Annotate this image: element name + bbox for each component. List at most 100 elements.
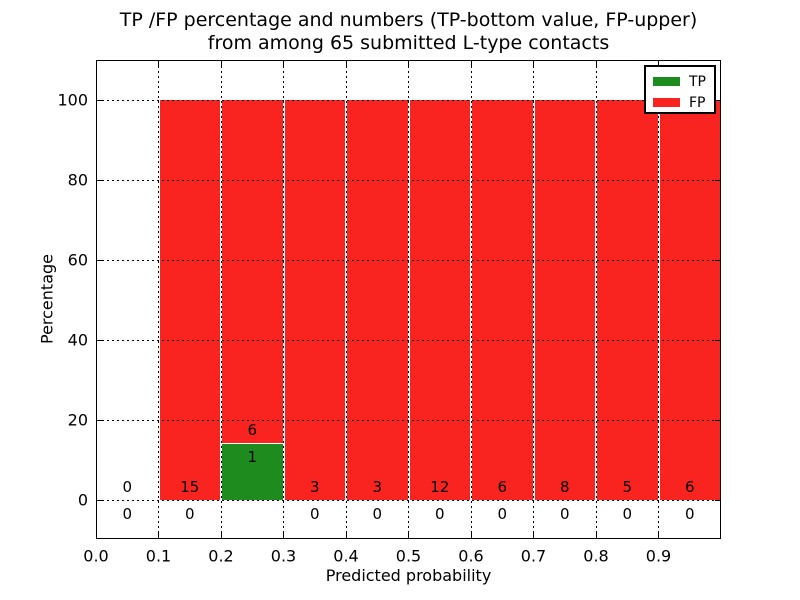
x-tick-mark: [470, 533, 472, 538]
bar-fp-segment: [659, 100, 720, 500]
x-tick-mark-top: [470, 61, 472, 66]
y-tick-label: 100: [57, 90, 88, 110]
fp-count-label: 6: [684, 478, 695, 496]
x-tick-mark: [595, 533, 597, 538]
legend: TP FP: [644, 65, 716, 114]
bar-fp-segment: [409, 100, 470, 500]
x-tick-label: 0.5: [395, 546, 422, 566]
y-tick-label: 60: [67, 250, 88, 270]
tp-count-label: 0: [184, 505, 195, 523]
x-gridline: [658, 61, 659, 538]
tp-count-label: 0: [622, 505, 633, 523]
x-tick-mark-top: [533, 61, 534, 66]
x-tick-mark-top: [595, 61, 597, 66]
y-gridline: [97, 259, 720, 261]
bar-fp-segment: [284, 100, 345, 500]
x-gridline: [283, 61, 284, 538]
x-gridline: [345, 61, 347, 538]
y-tick-mark-right: [715, 259, 720, 261]
bar-fp-segment: [597, 100, 658, 500]
legend-label-tp: TP: [689, 73, 706, 90]
x-tick-mark: [158, 533, 159, 538]
x-tick-mark-top: [658, 61, 659, 66]
x-gridline: [595, 61, 597, 538]
y-tick-label: 80: [67, 170, 88, 190]
x-tick-mark: [533, 533, 534, 538]
x-tick-label: 0.0: [83, 546, 109, 566]
chart-title-line1: TP /FP percentage and numbers (TP-bottom…: [119, 9, 698, 31]
fp-count-label: 8: [559, 478, 570, 496]
fp-count-label: 5: [622, 478, 633, 496]
y-tick-mark-right: [715, 99, 720, 101]
x-axis-label: Predicted probability: [325, 566, 492, 585]
x-tick-label: 0.6: [458, 546, 484, 566]
y-tick-label: 0: [77, 490, 88, 510]
y-gridline: [97, 419, 720, 421]
y-tick-label: 20: [67, 410, 88, 430]
y-gridline: [97, 339, 720, 341]
fp-count-label: 6: [497, 478, 508, 496]
tp-count-label: 0: [434, 505, 445, 523]
x-tick-mark-top: [283, 61, 284, 66]
fp-count-label: 3: [372, 478, 383, 496]
x-tick-label: 0.4: [333, 546, 359, 566]
bar-fp-segment: [347, 100, 408, 500]
tp-count-label: 0: [559, 505, 570, 523]
bar-tp-segment: [222, 442, 283, 500]
y-gridline: [97, 499, 720, 501]
fp-count-label: 0: [122, 478, 133, 496]
fp-count-label: 3: [309, 478, 320, 496]
legend-item-fp: FP: [646, 92, 714, 113]
x-tick-label: 0.2: [208, 546, 234, 566]
x-tick-mark: [658, 533, 659, 538]
fp-color-swatch: [653, 98, 680, 107]
y-gridline: [97, 99, 720, 101]
tp-count-label: 0: [497, 505, 508, 523]
legend-item-tp: TP: [646, 71, 714, 92]
tp-count-label: 0: [372, 505, 383, 523]
y-tick-mark-right: [715, 179, 720, 181]
fp-count-label: 12: [430, 478, 450, 496]
x-tick-label: 0.7: [520, 546, 547, 566]
y-tick-mark: [97, 99, 102, 101]
y-tick-mark-right: [715, 339, 720, 341]
y-tick-mark: [97, 179, 102, 181]
x-tick-mark: [95, 533, 97, 538]
x-tick-mark-top: [220, 61, 222, 66]
y-tick-mark: [97, 339, 102, 341]
y-tick-mark: [97, 499, 102, 501]
x-gridline: [220, 61, 222, 538]
tp-count-label: 1: [247, 447, 258, 466]
y-tick-mark-right: [715, 419, 720, 421]
fp-count-label: 15: [180, 478, 200, 496]
x-tick-label: 0.8: [583, 546, 609, 566]
y-tick-mark-right: [715, 499, 720, 501]
chart-title-line2: from among 65 submitted L-type contacts: [207, 32, 610, 54]
x-tick-label: 0.1: [145, 546, 172, 566]
x-tick-mark-top: [158, 61, 159, 66]
tp-count-label: 0: [309, 505, 320, 523]
tp-count-label: 0: [684, 505, 695, 523]
x-tick-mark-top: [408, 61, 409, 66]
x-tick-mark: [345, 533, 347, 538]
chart-title: TP /FP percentage and numbers (TP-bottom…: [96, 9, 721, 55]
x-tick-label: 0.9: [645, 546, 672, 566]
y-tick-label: 40: [67, 330, 88, 350]
fp-count-label: 6: [247, 420, 258, 439]
y-axis-label: Percentage: [37, 253, 57, 345]
legend-label-fp: FP: [689, 94, 706, 111]
bar-fp-segment: [222, 100, 283, 443]
x-tick-mark: [283, 533, 284, 538]
x-tick-label: 0.3: [270, 546, 297, 566]
x-gridline: [158, 61, 159, 538]
x-tick-mark: [220, 533, 222, 538]
x-tick-mark: [408, 533, 409, 538]
tp-count-label: 0: [122, 505, 133, 523]
x-tick-mark-top: [345, 61, 347, 66]
bar-fp-segment: [159, 100, 220, 500]
bar-fp-segment: [472, 100, 533, 500]
x-tick-mark-top: [95, 61, 97, 66]
x-gridline: [408, 61, 409, 538]
x-gridline: [533, 61, 534, 538]
